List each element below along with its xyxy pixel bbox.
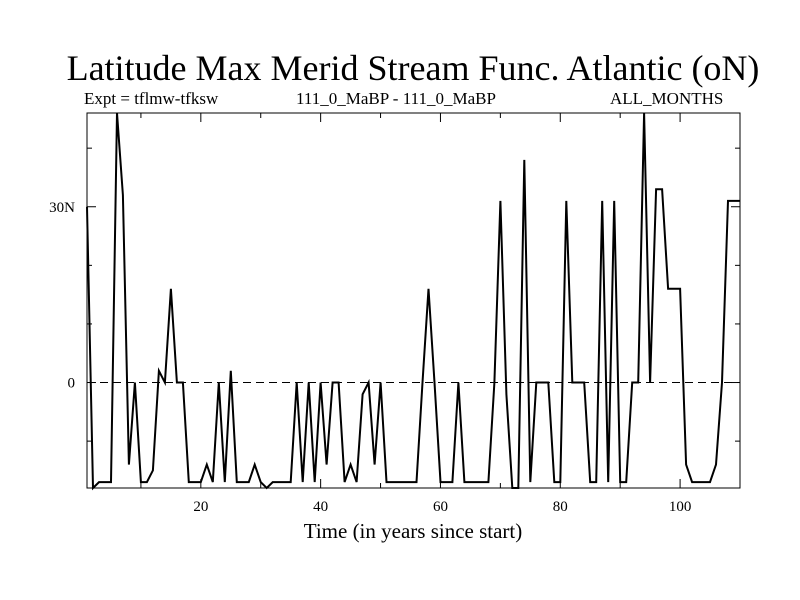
experiment-label: Expt = tflmw-tfksw (84, 89, 219, 108)
x-tick-label: 60 (433, 499, 448, 515)
x-axis-label: Time (in years since start) (303, 519, 523, 543)
x-tick-label: 40 (313, 499, 328, 515)
months-label: ALL_MONTHS (610, 89, 724, 108)
x-axis-ticks: 20 40 60 80 100 (140, 113, 741, 515)
chart-title: Latitude Max Merid Stream Func. Atlantic… (66, 48, 760, 88)
series-line (86, 112, 740, 491)
x-tick-label: 100 (669, 499, 692, 515)
runs-label: 111_0_MaBP - 111_0_MaBP (296, 89, 496, 108)
x-tick-label: 20 (193, 499, 208, 515)
y-axis-ticks: 0 30N (49, 147, 740, 442)
y-tick-label: 0 (68, 376, 76, 392)
x-tick-label: 80 (553, 499, 568, 515)
plot-frame (86, 112, 741, 489)
y-tick-label: 30N (49, 200, 75, 216)
